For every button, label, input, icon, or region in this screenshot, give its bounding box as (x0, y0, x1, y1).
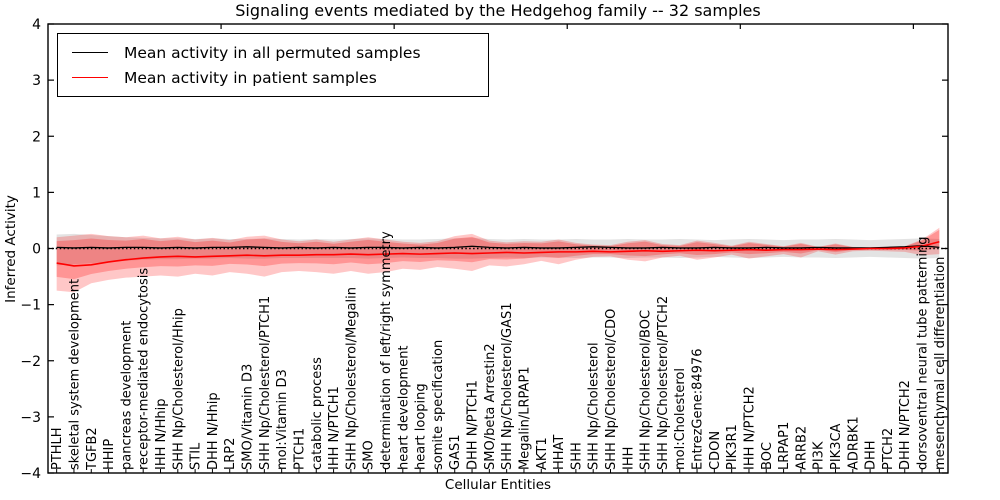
x-tick-label: SHH Np/Cholesterol/PTCH1 (258, 296, 273, 470)
x-tick-label: SMO/beta Arrestin2 (483, 343, 498, 470)
x-tick-label: somite specification (431, 340, 446, 470)
x-tick-label: SHH Np/Cholesterol/Hhip (171, 308, 186, 470)
x-tick-label: PTCH1 (292, 428, 307, 470)
x-tick-label: GAS1 (448, 435, 463, 471)
x-tick-label: AKT1 (535, 437, 550, 470)
chart-title: Signaling events mediated by the Hedgeho… (235, 1, 761, 20)
legend: Mean activity in all permuted samples Me… (57, 33, 489, 97)
x-tick-label: IHH (621, 447, 636, 470)
x-tick-label: PIK3R1 (725, 424, 740, 470)
legend-entry-permuted: Mean activity in all permuted samples (72, 44, 488, 62)
x-tick-label: catabolic process (310, 357, 325, 470)
x-tick-label: dorsoventral neural tube patterning (916, 237, 931, 470)
x-tick-label: skeletal system development (67, 279, 82, 470)
x-tick-label: HHAT (552, 435, 567, 470)
x-tick-label: SHH Np/Cholesterol/GAS1 (500, 302, 515, 470)
legend-entry-permuted-label: Mean activity in all permuted samples (124, 43, 421, 62)
x-tick-label: LRPAP1 (777, 422, 792, 470)
x-tick-label: DHH N/PTCH2 (898, 380, 913, 470)
x-tick-label: SHH Np/Cholesterol/CDO (604, 309, 619, 470)
x-tick-label: mol:Vitamin D3 (275, 369, 290, 470)
x-tick-label: SHH Np/Cholesterol/Megalin (344, 287, 359, 470)
x-tick-label: mesenchymal cell differentiation (933, 257, 948, 470)
x-tick-label: IHH N/PTCH1 (327, 386, 342, 470)
x-tick-label: CDON (708, 431, 723, 470)
x-tick-label: PTCH2 (881, 428, 896, 470)
x-tick-label: BOC (760, 442, 775, 470)
x-tick-label: mol:Cholesterol (673, 368, 688, 470)
x-tick-label: IHH N/PTCH2 (742, 386, 757, 470)
x-tick-label: STIL (189, 442, 204, 470)
y-tick-label: 3 (32, 73, 41, 89)
x-tick-label: PI3K (812, 441, 827, 470)
x-tick-label: SHH Np/Cholesterol/PTCH2 (656, 296, 671, 470)
x-tick-label: PIK3CA (829, 423, 844, 470)
y-tick-label: 1 (32, 185, 41, 201)
x-tick-label: EntrezGene:84976 (691, 349, 706, 470)
x-tick-label: DHH N/Hhip (206, 392, 221, 470)
x-tick-label: heart development (396, 345, 411, 470)
permuted-band (56, 233, 940, 266)
x-tick-label: HHIP (102, 439, 117, 470)
y-tick-label: −3 (20, 410, 41, 426)
x-tick-label: LRP2 (223, 438, 238, 470)
x-tick-label: SHH Np/Cholesterol/BOC (639, 310, 654, 470)
x-tick-label: receptor-mediated endocytosis (137, 268, 152, 470)
x-tick-label: TGFB2 (85, 427, 100, 471)
permuted-mean-line (56, 245, 940, 249)
x-tick-label: Megalin/LRPAP1 (517, 366, 532, 470)
legend-entry-patient: Mean activity in patient samples (72, 69, 488, 87)
y-tick-label: 4 (32, 17, 41, 33)
x-tick-label: DHH (864, 440, 879, 470)
y-tick-label: 2 (32, 129, 41, 145)
x-tick-label: DHH N/PTCH1 (466, 380, 481, 470)
y-tick-label: −2 (20, 354, 41, 370)
x-tick-label: IHH N/Hhip (154, 399, 169, 471)
x-tick-label: SHH (569, 442, 584, 470)
patient-band-outer (56, 227, 940, 293)
y-tick-label: −1 (20, 298, 41, 314)
x-axis-label: Cellular Entities (444, 477, 552, 493)
x-tick-label: determination of left/right symmetry (379, 231, 394, 470)
y-tick-label: −4 (20, 466, 41, 482)
x-tick-label: ADRBK1 (846, 416, 861, 470)
x-tick-label: SHH Np/Cholesterol (587, 342, 602, 470)
y-axis-label: Inferred Activity (3, 195, 19, 303)
x-tick-label: pancreas development (119, 321, 134, 470)
x-tick-label: SMO (362, 440, 377, 470)
legend-entry-patient-label: Mean activity in patient samples (124, 68, 377, 87)
x-tick-label: PTHLH (50, 427, 65, 470)
patient-band-inner (56, 229, 940, 280)
legend-line-patient-sample (72, 77, 108, 78)
y-tick-label: 0 (32, 242, 41, 258)
patient-mean-line (56, 240, 940, 267)
x-tick-label: ARRB2 (794, 426, 809, 470)
x-tick-label: heart looping (414, 383, 429, 470)
legend-line-permuted-sample (72, 52, 108, 53)
x-tick-label: SMO/Vitamin D3 (241, 364, 256, 470)
